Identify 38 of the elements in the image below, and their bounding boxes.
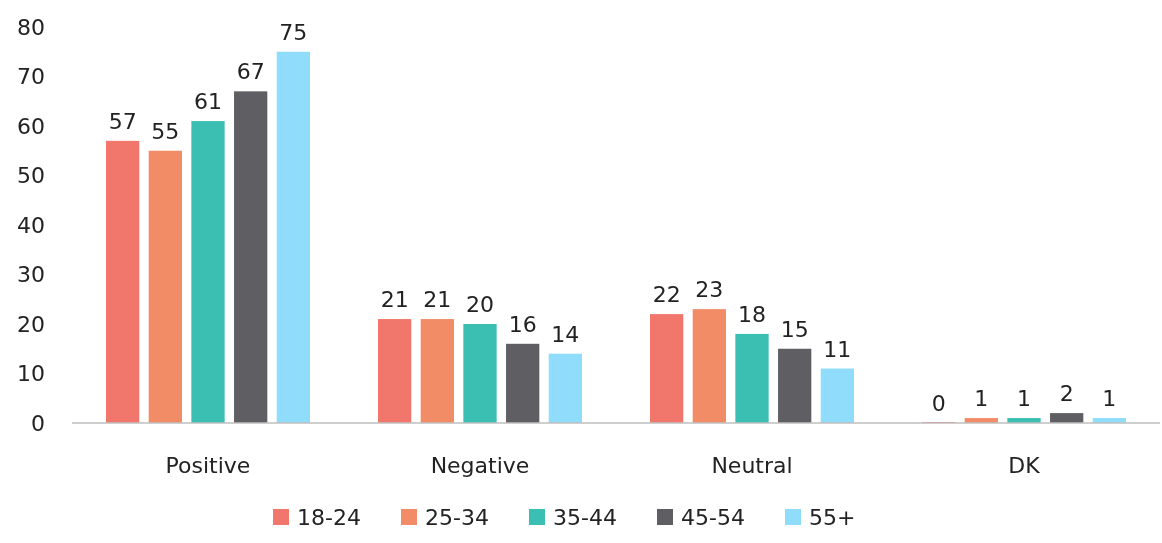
data-label: 75 [279,19,308,45]
x-tick-label: DK [1008,453,1041,478]
data-label: 1 [1017,386,1031,412]
y-tick-label: 20 [17,311,45,337]
data-label: 1 [1102,386,1117,412]
data-label: 11 [823,336,852,362]
y-tick-label: 60 [17,113,45,139]
x-tick-label: Negative [430,453,530,478]
y-tick-label: 0 [31,410,45,436]
y-tick-label: 10 [17,361,45,387]
legend-label: 55+ [809,505,856,530]
legend-label: 18-24 [297,505,361,530]
data-label: 67 [236,59,265,85]
data-label: 15 [780,316,809,342]
data-label: 2 [1059,381,1074,407]
data-label: 23 [695,277,724,303]
data-label: 18 [738,301,766,327]
data-label: 21 [423,287,452,313]
legend-label: 45-54 [681,505,745,530]
legend-label: 35-44 [553,505,617,530]
data-label: 55 [151,118,180,144]
data-label: 57 [108,108,137,134]
y-tick-label: 80 [17,14,45,40]
y-tick-label: 30 [17,262,45,288]
legend-label: 25-34 [425,505,489,530]
data-label: 0 [931,391,946,416]
y-tick-label: 40 [17,212,45,238]
data-label: 16 [508,311,537,337]
data-label: 61 [194,89,222,115]
x-tick-label: Neutral [711,453,793,478]
data-label: 1 [974,386,989,412]
data-label: 14 [551,321,580,347]
data-label: 22 [652,282,681,308]
x-tick-label: Positive [165,453,251,478]
y-tick-label: 50 [17,163,45,189]
y-tick-label: 70 [17,64,45,90]
data-label: 20 [466,292,494,317]
data-label: 21 [380,287,409,313]
